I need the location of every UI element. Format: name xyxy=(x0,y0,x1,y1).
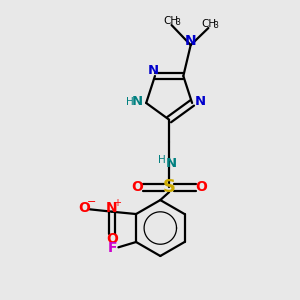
Text: N: N xyxy=(195,95,206,108)
Text: −: − xyxy=(87,197,96,207)
Text: N: N xyxy=(185,34,197,48)
Text: CH: CH xyxy=(163,16,178,26)
Text: 3: 3 xyxy=(214,21,218,30)
Text: O: O xyxy=(131,180,143,194)
Text: N: N xyxy=(132,95,143,108)
Text: N: N xyxy=(148,64,159,76)
Text: CH: CH xyxy=(202,19,217,29)
Text: O: O xyxy=(196,180,208,194)
Text: O: O xyxy=(106,232,118,246)
Text: N: N xyxy=(166,157,177,170)
Text: H: H xyxy=(125,97,133,107)
Text: S: S xyxy=(163,178,176,196)
Text: 3: 3 xyxy=(175,18,180,27)
Text: +: + xyxy=(113,198,121,208)
Text: F: F xyxy=(108,241,117,255)
Text: N: N xyxy=(106,201,118,215)
Text: O: O xyxy=(78,201,90,215)
Text: H: H xyxy=(158,155,166,165)
